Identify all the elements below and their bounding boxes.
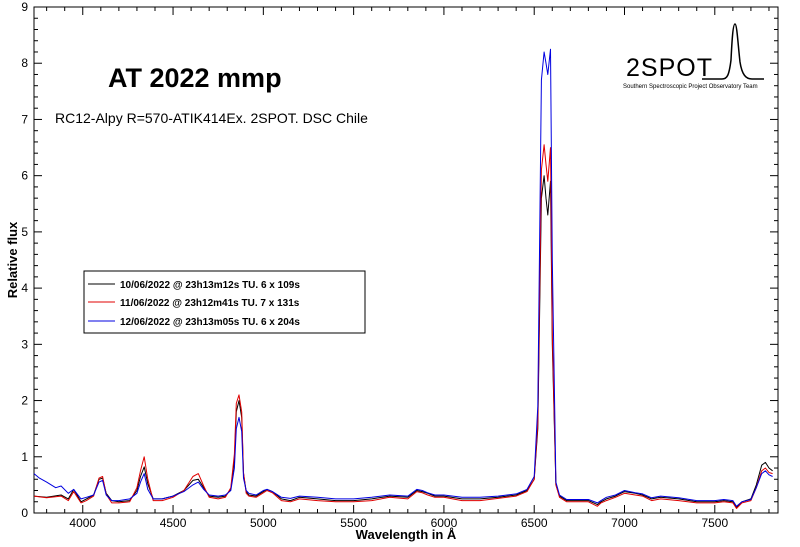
y-tick-label: 3 [21,337,28,351]
y-tick-label: 9 [21,0,28,14]
legend-label-0: 10/06/2022 @ 23h13m12s TU. 6 x 109s [120,280,300,291]
y-tick-label: 2 [21,394,28,408]
y-tick-label: 5 [21,225,28,239]
series-line-0 [33,175,773,508]
series-line-1 [33,144,773,509]
series-line-2 [33,48,773,507]
logo-name: 2SPOT [626,54,713,82]
legend-label-2: 12/06/2022 @ 23h13m05s TU. 6 x 204s [120,317,300,328]
y-tick-label: 0 [21,506,28,520]
x-axis-title: Wavelength in Å [356,527,457,542]
x-tick-label: 7500 [701,516,728,530]
x-tick-label: 7000 [611,516,638,530]
y-axis-title: Relative flux [5,221,20,298]
x-tick-label: 4000 [69,516,96,530]
y-tick-label: 7 [21,112,28,126]
legend: 10/06/2022 @ 23h13m12s TU. 6 x 109s 11/0… [83,270,366,334]
logo-spectrum-curve [702,23,764,80]
logo-tagline: Southern Spectroscopic Project Observato… [623,84,758,90]
plot-frame [33,6,779,514]
y-tick-label: 4 [21,281,28,295]
axis-ticks: 4000 4500 5000 5500 6000 6500 7000 7500 0 1 2 3 4 5 6 7… [21,0,778,530]
series-group [33,48,773,509]
legend-label-1: 11/06/2022 @ 23h12m41s TU. 7 x 131s [120,298,300,309]
chart-subtitle: RC12-Alpy R=570-ATIK414Ex. 2SPOT. DSC Ch… [55,110,368,126]
y-tick-label: 8 [21,56,28,70]
x-tick-label: 6000 [431,516,458,530]
x-tick-label: 5000 [250,516,277,530]
x-tick-label: 5500 [340,516,367,530]
x-tick-label: 6500 [521,516,548,530]
chart-title: AT 2022 mmp [108,63,282,93]
2spot-logo: 2SPOT Southern Spectroscopic Project Obs… [623,23,764,90]
x-tick-label: 4500 [160,516,187,530]
y-tick-label: 6 [21,169,28,183]
y-tick-label: 1 [21,450,28,464]
legend-box [83,270,366,334]
